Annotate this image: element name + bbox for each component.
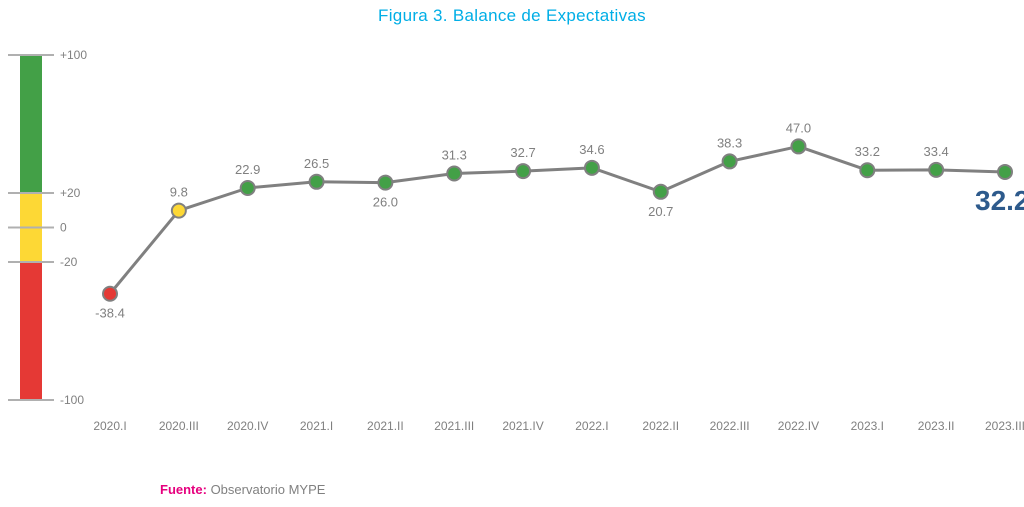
data-marker — [860, 163, 874, 177]
data-marker — [723, 154, 737, 168]
data-label: 9.8 — [170, 185, 188, 200]
data-label: 22.9 — [235, 162, 260, 177]
x-axis-label: 2020.III — [159, 419, 199, 433]
data-label: 47.0 — [786, 120, 811, 135]
data-label: 38.3 — [717, 135, 742, 150]
data-label: 31.3 — [442, 148, 467, 163]
x-axis-label: 2020.IV — [227, 419, 268, 433]
y-tick-label: +100 — [60, 48, 87, 62]
source-line: Fuente: Observatorio MYPE — [160, 482, 325, 497]
data-marker — [998, 165, 1012, 179]
x-axis-label: 2023.I — [851, 419, 884, 433]
x-axis-label: 2023.III — [985, 419, 1024, 433]
data-label: 20.7 — [648, 204, 673, 219]
x-axis-label: 2021.III — [434, 419, 474, 433]
data-marker — [172, 204, 186, 218]
x-axis-label: 2022.III — [710, 419, 750, 433]
x-axis-label: 2022.I — [575, 419, 608, 433]
chart-title-text: Figura 3. Balance de Expectativas — [378, 6, 646, 25]
y-tick-label: -100 — [60, 393, 84, 407]
data-marker — [929, 163, 943, 177]
x-axis-label: 2023.II — [918, 419, 955, 433]
data-label: -38.4 — [95, 306, 125, 321]
data-marker — [516, 164, 530, 178]
source-label: Fuente: — [160, 482, 207, 497]
data-marker — [585, 161, 599, 175]
data-marker — [791, 139, 805, 153]
x-axis-label: 2021.I — [300, 419, 333, 433]
data-label: 33.2 — [855, 144, 880, 159]
y-tick-label: 0 — [60, 221, 67, 235]
expectations-chart: -100 -20 0 +20 +100 -38.4 2020.I 9.8 2020.III 22.… — [0, 0, 1024, 507]
x-axis-label: 2021.IV — [502, 419, 543, 433]
x-axis-label: 2022.II — [642, 419, 679, 433]
data-marker — [378, 176, 392, 190]
scale-segment — [20, 262, 42, 400]
data-label: 34.6 — [579, 142, 604, 157]
x-axis-label: 2020.I — [93, 419, 126, 433]
data-marker — [241, 181, 255, 195]
data-marker — [447, 167, 461, 181]
data-marker — [310, 175, 324, 189]
scale-segment — [20, 55, 42, 193]
y-tick-label: -20 — [60, 255, 78, 269]
x-axis-label: 2021.II — [367, 419, 404, 433]
data-label: 32.7 — [510, 145, 535, 160]
y-tick-label: +20 — [60, 186, 81, 200]
final-value-label: 32.2 — [975, 185, 1024, 216]
chart-title: Figura 3. Balance de Expectativas — [0, 6, 1024, 26]
data-label: 33.4 — [923, 144, 948, 159]
data-label: 26.5 — [304, 156, 329, 171]
data-marker — [103, 287, 117, 301]
data-marker — [654, 185, 668, 199]
x-axis-label: 2022.IV — [778, 419, 819, 433]
source-text: Observatorio MYPE — [207, 482, 326, 497]
data-label: 26.0 — [373, 195, 398, 210]
